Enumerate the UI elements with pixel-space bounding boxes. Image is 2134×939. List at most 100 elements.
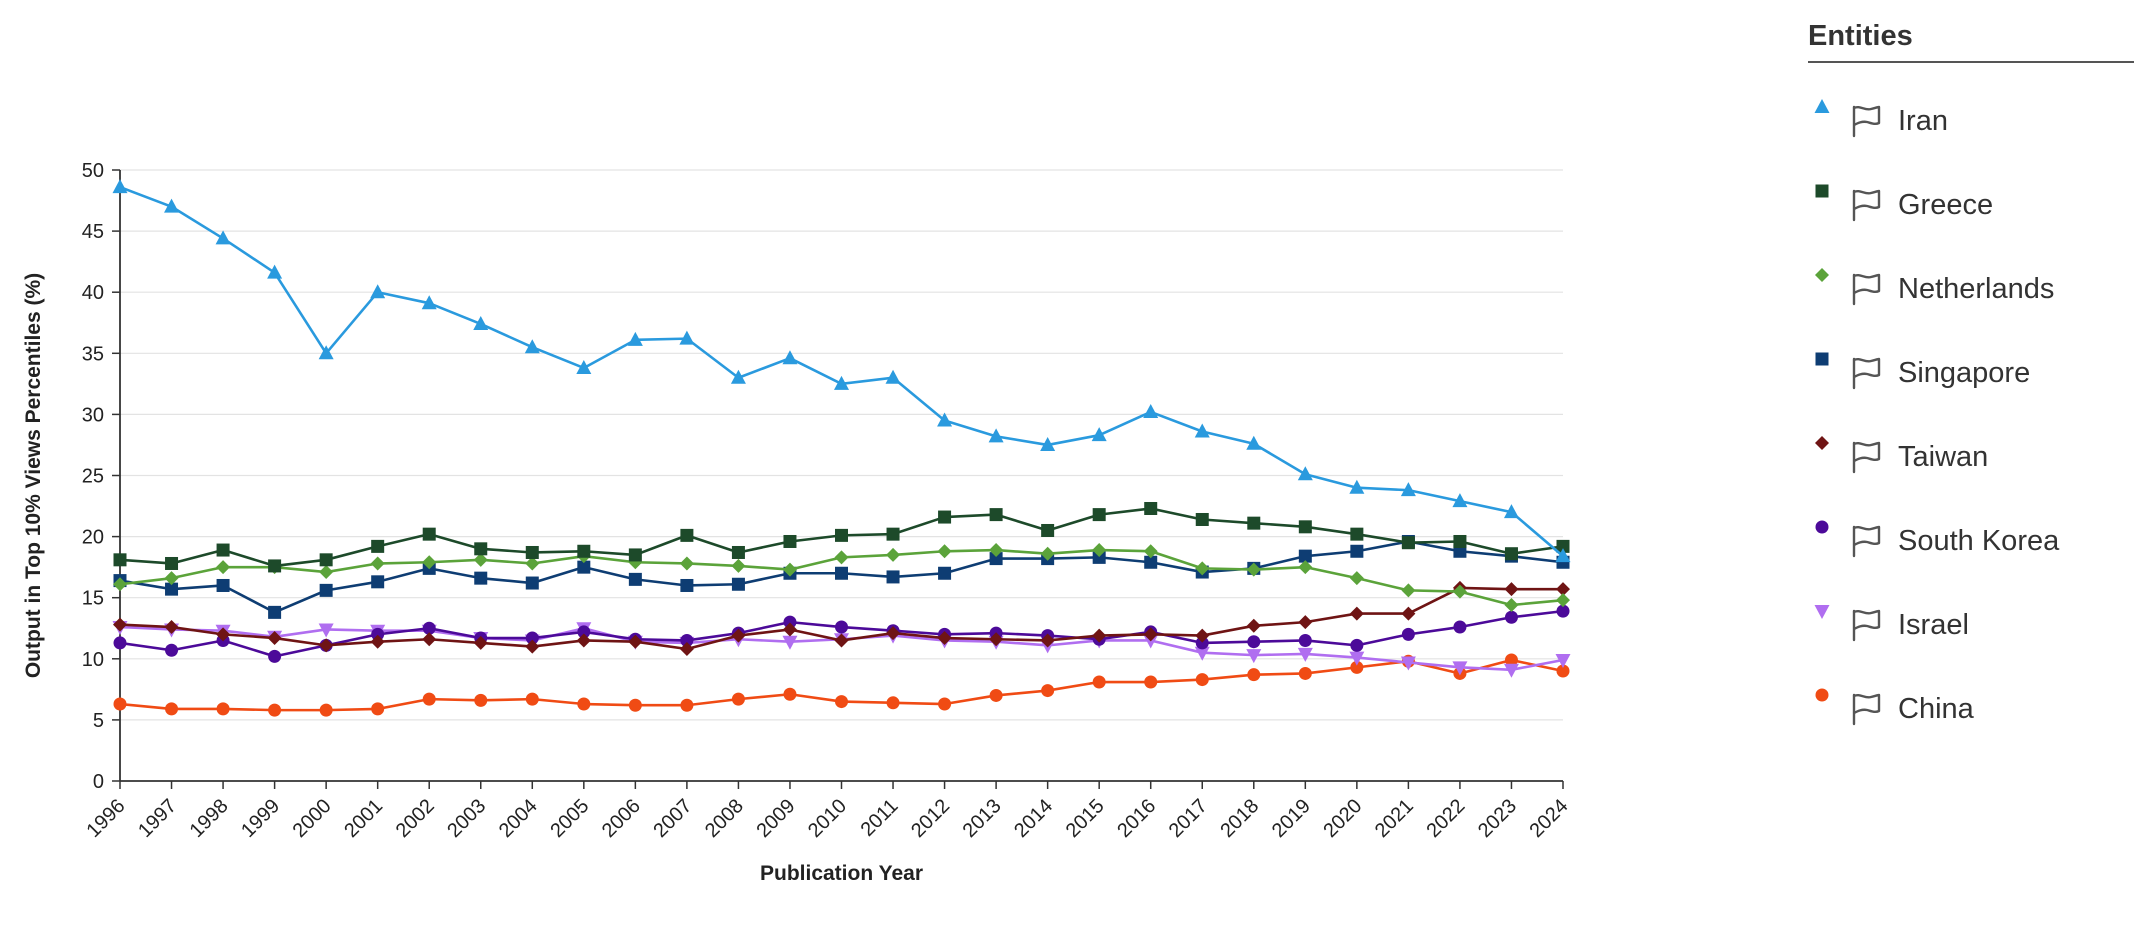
data-point-greece [680, 528, 694, 542]
data-point-china [474, 693, 488, 707]
flag-outline-icon [1852, 525, 1881, 558]
y-tick-label: 30 [82, 404, 104, 426]
data-point-china [783, 687, 797, 701]
data-point-taiwan [1298, 615, 1313, 630]
y-tick-label: 40 [82, 282, 104, 304]
data-point-south-korea [525, 631, 539, 645]
x-tick-label: 2006 [598, 795, 645, 842]
data-point-south-korea [1298, 633, 1312, 647]
data-point-iran [1452, 493, 1468, 508]
data-point-china [113, 697, 127, 711]
data-point-china [216, 702, 230, 716]
data-point-iran [1297, 466, 1313, 481]
data-point-greece [783, 534, 797, 548]
legend-item-israel[interactable]: Israel [1808, 599, 2134, 651]
legend-item-china[interactable]: China [1808, 683, 2134, 735]
data-point-greece [1247, 516, 1261, 530]
data-point-taiwan [319, 638, 334, 653]
data-point-south-korea [371, 627, 385, 641]
data-point-singapore [1092, 550, 1106, 564]
data-point-south-korea [165, 643, 179, 657]
data-point-greece [1195, 512, 1209, 526]
data-point-greece [886, 527, 900, 541]
x-tick-label: 2000 [289, 795, 336, 842]
flag-outline-icon [1852, 357, 1881, 390]
data-point-singapore [165, 582, 179, 596]
legend-item-iran[interactable]: Iran [1808, 95, 2134, 147]
data-point-south-korea [1401, 627, 1415, 641]
data-point-singapore [628, 572, 642, 586]
data-point-china [731, 692, 745, 706]
data-point-south-korea [835, 620, 848, 634]
data-point-greece [989, 508, 1003, 522]
data-point-netherlands [473, 552, 488, 567]
x-tick-label: 2023 [1474, 795, 1521, 842]
data-point-netherlands [834, 550, 849, 565]
data-point-netherlands [1349, 571, 1364, 586]
data-point-south-korea [422, 621, 436, 635]
data-point-greece [1144, 501, 1158, 515]
data-point-south-korea [1350, 638, 1364, 652]
data-point-greece [319, 553, 333, 567]
x-tick-label: 1997 [134, 795, 181, 842]
data-point-israel [1297, 647, 1313, 662]
data-point-taiwan [731, 628, 746, 643]
y-tick-label: 15 [82, 588, 104, 610]
x-tick-label: 2014 [1010, 795, 1057, 842]
flag-outline-icon [1852, 273, 1881, 306]
data-point-china [525, 692, 539, 706]
legend-marker-china [1815, 688, 1829, 702]
legend-marker-israel [1814, 605, 1830, 619]
data-point-netherlands [989, 543, 1004, 558]
data-point-singapore [525, 576, 539, 590]
legend-marker-south-korea [1815, 520, 1829, 534]
data-point-china [371, 702, 385, 716]
data-point-china [1350, 660, 1364, 674]
legend-marker [1808, 683, 1836, 735]
data-point-iran [576, 359, 592, 374]
x-tick-label: 2010 [804, 795, 851, 842]
data-point-netherlands [731, 558, 746, 573]
data-point-south-korea [680, 633, 694, 647]
data-point-greece [1453, 534, 1467, 548]
x-tick-label: 2024 [1526, 795, 1573, 842]
y-tick-label: 0 [93, 771, 104, 793]
legend-item-taiwan[interactable]: Taiwan [1808, 431, 2134, 483]
data-point-china [1092, 675, 1106, 689]
legend-item-singapore[interactable]: Singapore [1808, 347, 2134, 399]
data-point-taiwan [473, 635, 488, 650]
data-point-china [422, 692, 436, 706]
data-point-iran [730, 369, 746, 384]
data-point-singapore [835, 566, 848, 580]
legend-item-netherlands[interactable]: Netherlands [1808, 263, 2134, 315]
data-point-singapore [938, 566, 952, 580]
data-point-singapore [731, 577, 745, 591]
legend-item-greece[interactable]: Greece [1808, 179, 2134, 231]
data-point-iran [1555, 548, 1571, 563]
data-point-china [1144, 675, 1158, 689]
legend: Entities Iran Greece Netherlands Singapore T… [1808, 20, 2134, 767]
x-tick-label: 2004 [495, 795, 542, 842]
data-point-netherlands [422, 555, 437, 570]
legend-label: Taiwan [1898, 440, 1989, 473]
data-point-china [1556, 664, 1570, 678]
data-point-iran [679, 330, 695, 345]
data-point-israel [1246, 649, 1262, 664]
data-point-singapore [989, 552, 1003, 566]
data-point-iran [627, 331, 643, 346]
data-point-israel [1194, 646, 1210, 661]
data-point-netherlands [1452, 584, 1467, 599]
x-tick-label: 2015 [1062, 795, 1109, 842]
data-point-netherlands [525, 556, 540, 571]
x-tick-label: 2016 [1113, 795, 1160, 842]
x-tick-label: 2020 [1319, 795, 1366, 842]
data-point-netherlands [886, 547, 901, 562]
data-point-china [319, 703, 333, 717]
x-tick-label: 2021 [1371, 795, 1418, 842]
x-tick-label: 1996 [83, 795, 130, 842]
line-chart: 0 5 10 15 20 25 30 35 40 45 50 1996 1997 1998 1999 2000… [22, 160, 1573, 885]
legend-item-south-korea[interactable]: South Korea [1808, 515, 2134, 567]
legend-marker [1808, 263, 1836, 315]
data-point-netherlands [1246, 562, 1261, 577]
data-point-netherlands [1092, 543, 1107, 558]
